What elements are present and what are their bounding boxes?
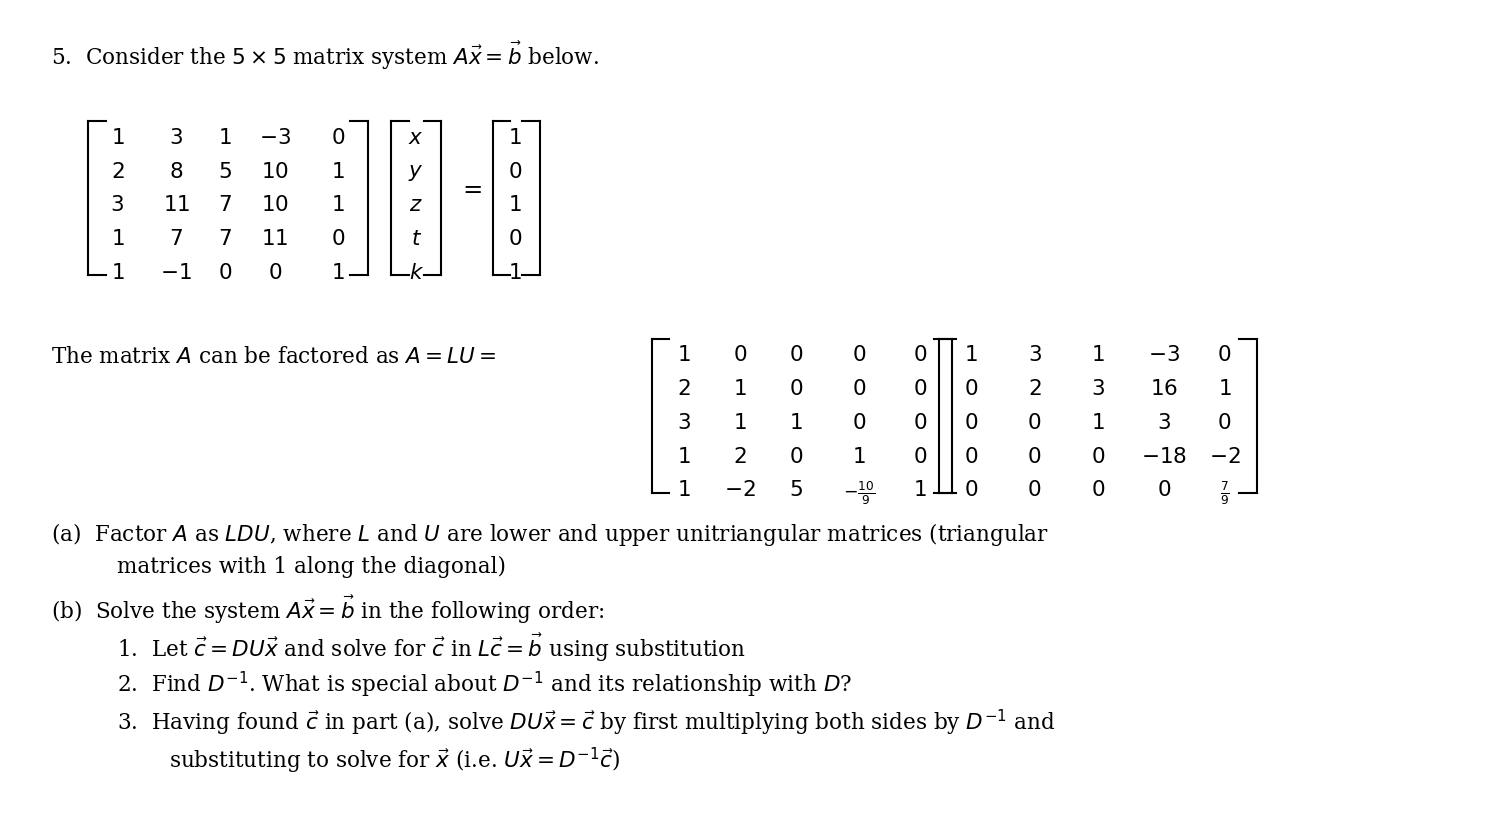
Text: $0$: $0$ (331, 228, 345, 250)
Text: $-2$: $-2$ (724, 480, 756, 501)
Text: $t$: $t$ (410, 228, 422, 250)
Text: $0$: $0$ (1091, 480, 1106, 501)
Text: $-2$: $-2$ (1208, 445, 1241, 468)
Text: $1$: $1$ (1217, 378, 1232, 400)
Text: $3$: $3$ (169, 127, 183, 149)
Text: $1$: $1$ (110, 262, 125, 284)
Text: 5.  Consider the $5 \times 5$ matrix system $A\vec{x} = \vec{b}$ below.: 5. Consider the $5 \times 5$ matrix syst… (51, 40, 599, 72)
Text: $2$: $2$ (110, 160, 125, 182)
Text: $0$: $0$ (964, 445, 978, 468)
Text: $8$: $8$ (169, 160, 183, 182)
Text: $0$: $0$ (851, 412, 866, 433)
Text: $0$: $0$ (217, 262, 232, 284)
Text: (a)  Factor $A$ as $LDU$, where $L$ and $U$ are lower and upper unitriangular ma: (a) Factor $A$ as $LDU$, where $L$ and $… (51, 521, 1049, 548)
Text: $-18$: $-18$ (1141, 445, 1187, 468)
Text: $1$: $1$ (964, 344, 978, 366)
Text: (b)  Solve the system $A\vec{x} = \vec{b}$ in the following order:: (b) Solve the system $A\vec{x} = \vec{b}… (51, 594, 605, 626)
Text: 3.  Having found $\vec{c}$ in part (a), solve $DU\vec{x} = \vec{c}$ by first mul: 3. Having found $\vec{c}$ in part (a), s… (117, 707, 1055, 738)
Text: The matrix $A$ can be factored as $A = LU =$: The matrix $A$ can be factored as $A = L… (51, 345, 496, 368)
Text: substituting to solve for $\vec{x}$ (i.e. $U\vec{x} = D^{-1}\vec{c}$): substituting to solve for $\vec{x}$ (i.e… (169, 745, 620, 775)
Text: $10$: $10$ (262, 195, 288, 217)
Text: $0$: $0$ (912, 344, 927, 366)
Text: $0$: $0$ (1091, 445, 1106, 468)
Text: $0$: $0$ (1217, 412, 1232, 433)
Text: 2.  Find $D^{-1}$. What is special about $D^{-1}$ and its relationship with $D$?: 2. Find $D^{-1}$. What is special about … (117, 669, 853, 700)
Text: $1$: $1$ (678, 480, 691, 501)
Text: $-1$: $-1$ (160, 262, 192, 284)
Text: $5$: $5$ (218, 160, 232, 182)
Text: $1$: $1$ (789, 412, 802, 433)
Text: $0$: $0$ (912, 412, 927, 433)
Text: $5$: $5$ (789, 480, 802, 501)
Text: $z$: $z$ (409, 195, 424, 217)
Text: $=$: $=$ (458, 177, 483, 200)
Text: $1$: $1$ (733, 378, 747, 400)
Text: $0$: $0$ (912, 445, 927, 468)
Text: $0$: $0$ (1027, 412, 1042, 433)
Text: $3$: $3$ (1091, 378, 1104, 400)
Text: $0$: $0$ (1217, 344, 1232, 366)
Text: $16$: $16$ (1150, 378, 1178, 400)
Text: $x$: $x$ (409, 127, 424, 149)
Text: $3$: $3$ (1158, 412, 1171, 433)
Text: $1$: $1$ (912, 480, 926, 501)
Text: $1$: $1$ (678, 445, 691, 468)
Text: $1$: $1$ (678, 344, 691, 366)
Text: $10$: $10$ (262, 160, 288, 182)
Text: $2$: $2$ (1028, 378, 1042, 400)
Text: $1$: $1$ (508, 127, 522, 149)
Text: $1$: $1$ (331, 195, 345, 217)
Text: 1.  Let $\vec{c} = DU\vec{x}$ and solve for $\vec{c}$ in $L\vec{c} = \vec{b}$ us: 1. Let $\vec{c} = DU\vec{x}$ and solve f… (117, 632, 746, 664)
Text: $1$: $1$ (508, 195, 522, 217)
Text: $0$: $0$ (733, 344, 747, 366)
Text: $3$: $3$ (110, 195, 125, 217)
Text: $0$: $0$ (331, 127, 345, 149)
Text: $0$: $0$ (1027, 480, 1042, 501)
Text: $11$: $11$ (162, 195, 190, 217)
Text: $0$: $0$ (789, 378, 802, 400)
Text: $-3$: $-3$ (1149, 344, 1180, 366)
Text: $0$: $0$ (851, 344, 866, 366)
Text: $-3$: $-3$ (259, 127, 291, 149)
Text: $0$: $0$ (851, 378, 866, 400)
Text: $1$: $1$ (1091, 412, 1104, 433)
Text: $2$: $2$ (733, 445, 747, 468)
Text: $0$: $0$ (789, 445, 802, 468)
Text: $1$: $1$ (508, 262, 522, 284)
Text: $0$: $0$ (789, 344, 802, 366)
Text: matrices with 1 along the diagonal): matrices with 1 along the diagonal) (117, 555, 507, 578)
Text: $1$: $1$ (110, 127, 125, 149)
Text: $7$: $7$ (169, 228, 183, 250)
Text: $0$: $0$ (964, 480, 978, 501)
Text: $1$: $1$ (331, 262, 345, 284)
Text: $1$: $1$ (853, 445, 866, 468)
Text: $2$: $2$ (678, 378, 691, 400)
Text: $0$: $0$ (1027, 445, 1042, 468)
Text: $0$: $0$ (964, 378, 978, 400)
Text: $0$: $0$ (267, 262, 282, 284)
Text: $1$: $1$ (1091, 344, 1104, 366)
Text: $1$: $1$ (331, 160, 345, 182)
Text: $1$: $1$ (110, 228, 125, 250)
Text: $11$: $11$ (262, 228, 288, 250)
Text: $3$: $3$ (1027, 344, 1042, 366)
Text: $y$: $y$ (409, 160, 424, 182)
Text: $0$: $0$ (912, 378, 927, 400)
Text: $7$: $7$ (218, 195, 232, 217)
Text: $3$: $3$ (678, 412, 691, 433)
Text: $0$: $0$ (508, 160, 522, 182)
Text: $1$: $1$ (733, 412, 747, 433)
Text: $k$: $k$ (409, 262, 424, 284)
Text: $1$: $1$ (218, 127, 232, 149)
Text: $7$: $7$ (218, 228, 232, 250)
Text: $\frac{7}{9}$: $\frac{7}{9}$ (1220, 480, 1229, 507)
Text: $0$: $0$ (508, 228, 522, 250)
Text: $0$: $0$ (1158, 480, 1171, 501)
Text: $-\frac{10}{9}$: $-\frac{10}{9}$ (843, 480, 875, 507)
Text: $0$: $0$ (964, 412, 978, 433)
